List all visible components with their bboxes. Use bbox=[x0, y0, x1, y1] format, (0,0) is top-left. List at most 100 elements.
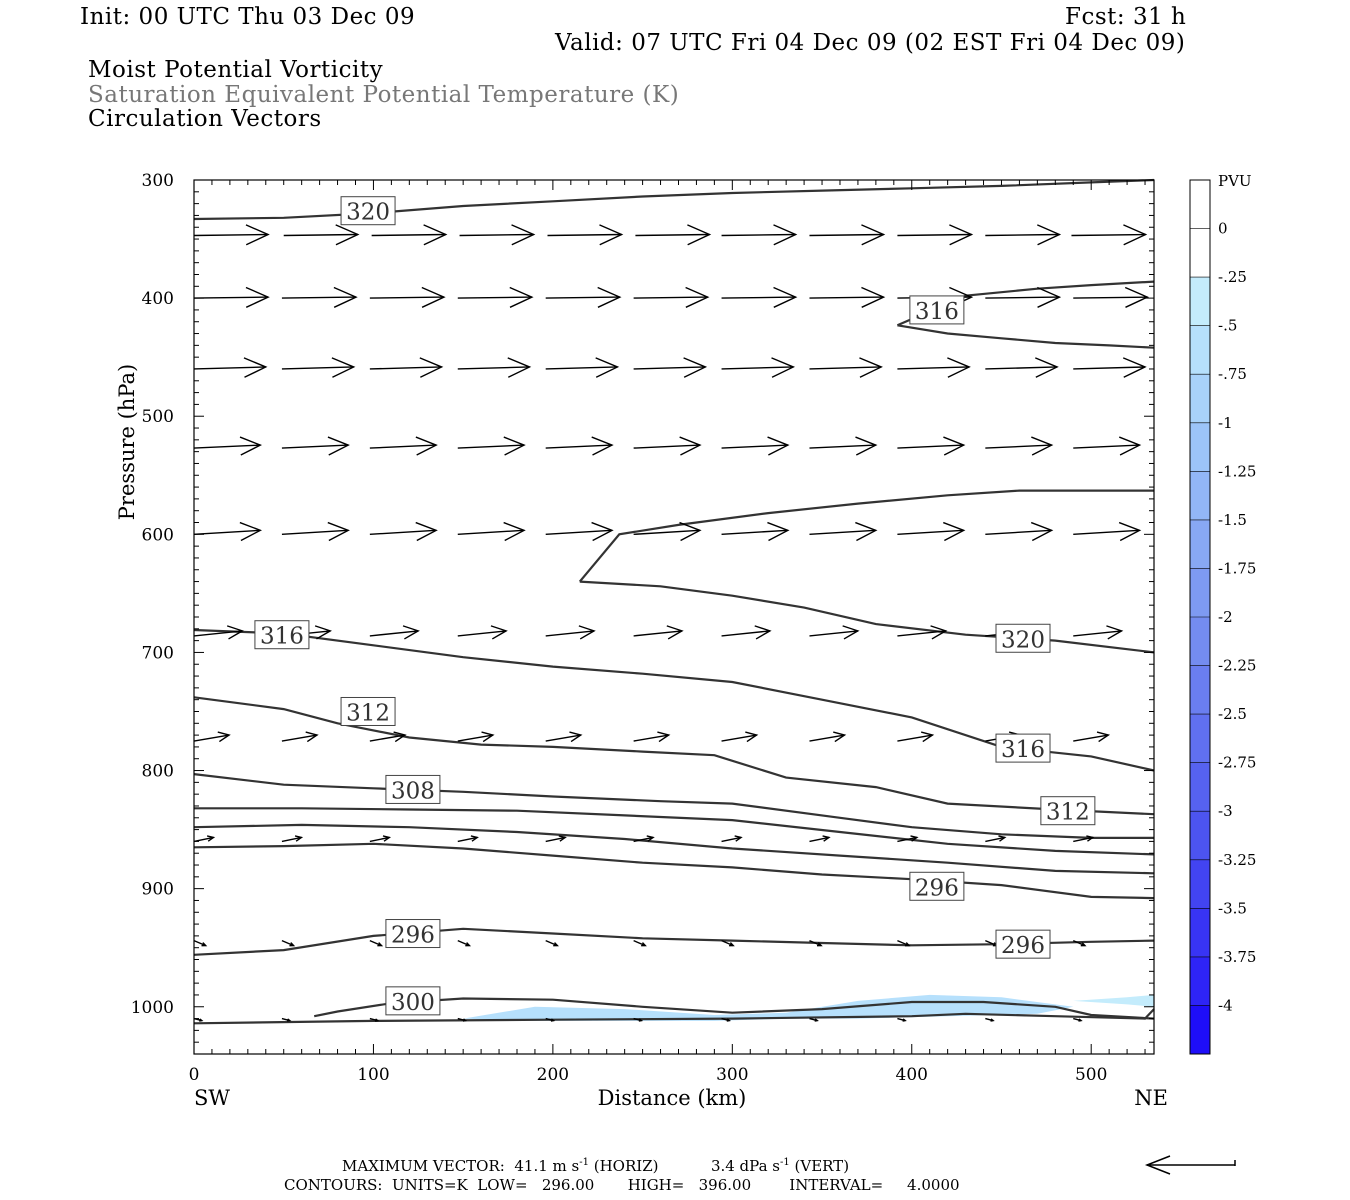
colorbar-label: -.75 bbox=[1218, 365, 1247, 383]
vector-arrow bbox=[985, 286, 1062, 308]
colorbar-swatch bbox=[1190, 908, 1210, 957]
colorbar-swatch bbox=[1190, 956, 1210, 1006]
contour-label-text: 296 bbox=[391, 923, 435, 949]
y-tick-label: 900 bbox=[142, 880, 174, 900]
y-axis-title: Pressure (hPa) bbox=[115, 364, 139, 520]
vector-arrow bbox=[985, 521, 1054, 542]
vector-arrow bbox=[897, 939, 911, 947]
contour-line-7 bbox=[193, 773, 1154, 840]
vector-arrow bbox=[459, 224, 536, 246]
vector-arrow bbox=[193, 286, 270, 308]
colorbar-label: -2 bbox=[1218, 608, 1233, 626]
vector-arrow bbox=[281, 436, 350, 456]
vector-arrow bbox=[809, 835, 831, 843]
vector-arrow bbox=[721, 436, 790, 456]
contour-label: 296 bbox=[909, 871, 965, 901]
colorbar-label: -3.5 bbox=[1218, 899, 1247, 917]
contour-line-13 bbox=[193, 1008, 1155, 1025]
vector-arrow bbox=[193, 731, 231, 743]
contour-label-text: 316 bbox=[1001, 737, 1045, 763]
colorbar-unit: PVU bbox=[1218, 172, 1252, 190]
vector-arrow bbox=[721, 1017, 732, 1022]
contour-line-8 bbox=[194, 807, 1155, 856]
contour-label: 300 bbox=[385, 986, 441, 1016]
y-tick-label: 700 bbox=[142, 643, 174, 663]
vector-arrow bbox=[1073, 436, 1142, 456]
field-title-pv: Moist Potential Vorticity bbox=[88, 57, 384, 83]
vector-arrow bbox=[545, 357, 620, 378]
contour-label: 296 bbox=[385, 919, 441, 949]
vector-arrow bbox=[809, 625, 860, 640]
colorbar-label: -1.5 bbox=[1218, 511, 1247, 529]
colorbar-swatch bbox=[1190, 568, 1210, 617]
vector-arrow bbox=[545, 436, 614, 456]
contour-info-text: CONTOURS: UNITS=K LOW= 296.00 HIGH= 396.… bbox=[284, 1176, 960, 1194]
vector-arrow bbox=[369, 1017, 380, 1022]
vector-arrow bbox=[633, 731, 671, 743]
pv-region-1 bbox=[1073, 994, 1154, 1007]
contour-label: 308 bbox=[385, 774, 441, 804]
vector-arrow bbox=[985, 224, 1062, 246]
vector-arrow bbox=[369, 939, 384, 947]
vector-arrow bbox=[985, 835, 1007, 843]
forecast-hour: Fcst: 31 h bbox=[1065, 4, 1187, 30]
vector-arrow bbox=[809, 357, 883, 378]
vector-arrow bbox=[809, 286, 886, 308]
vector-arrow bbox=[545, 731, 583, 743]
colorbar-label: -3.25 bbox=[1218, 851, 1256, 869]
vector-arrow bbox=[1071, 224, 1148, 246]
contour-label-text: 316 bbox=[260, 624, 304, 650]
x-tick-label: 100 bbox=[357, 1065, 389, 1085]
y-tick-label: 600 bbox=[142, 525, 174, 545]
vector-arrow bbox=[193, 521, 263, 542]
vector-arrow bbox=[1073, 286, 1150, 308]
colorbar-label: -4 bbox=[1218, 996, 1233, 1014]
vector-arrow bbox=[897, 357, 971, 378]
vector-arrow bbox=[457, 835, 479, 843]
colorbar-label: -2.5 bbox=[1218, 705, 1247, 723]
vector-arrow bbox=[809, 939, 823, 947]
vector-arrow bbox=[193, 939, 208, 947]
vector-arrow bbox=[371, 224, 448, 246]
vector-arrow bbox=[721, 731, 759, 743]
colorbar-swatch bbox=[1190, 277, 1210, 326]
x-tick-label: 400 bbox=[896, 1065, 928, 1085]
vector-arrow bbox=[809, 1017, 819, 1022]
field-title-theta: Saturation Equivalent Potential Temperat… bbox=[88, 82, 680, 108]
colorbar-label: -1.75 bbox=[1218, 559, 1256, 577]
colorbar-label: -1 bbox=[1218, 414, 1233, 432]
vector-arrow bbox=[1073, 835, 1095, 843]
vector-arrow bbox=[281, 357, 356, 378]
colorbar-label: -3 bbox=[1218, 802, 1233, 820]
colorbar-swatch bbox=[1190, 1005, 1210, 1054]
vector-arrow bbox=[457, 286, 534, 308]
vector-arrow bbox=[457, 939, 472, 947]
colorbar-swatch bbox=[1190, 859, 1210, 909]
vector-arrow bbox=[985, 1017, 995, 1022]
vector-arrow bbox=[281, 1017, 292, 1022]
colorbar-label: -.5 bbox=[1218, 317, 1237, 335]
vector-arrow bbox=[721, 224, 798, 246]
vector-arrow bbox=[457, 731, 495, 743]
vector-arrow bbox=[545, 521, 614, 542]
vector-arrow bbox=[547, 224, 624, 246]
colorbar-swatch bbox=[1190, 811, 1210, 860]
contour-label: 312 bbox=[340, 696, 396, 726]
contour-label-text: 312 bbox=[346, 700, 390, 726]
contour-label-text: 296 bbox=[915, 875, 959, 901]
contour-label: 312 bbox=[1040, 796, 1096, 826]
colorbar-label: -1.25 bbox=[1218, 462, 1256, 480]
contour-label: 316 bbox=[995, 733, 1051, 763]
contour-label-text: 296 bbox=[1001, 933, 1045, 959]
vector-arrow bbox=[1072, 939, 1087, 947]
vector-arrow bbox=[635, 224, 712, 246]
vector-arrow bbox=[897, 1017, 907, 1022]
field-title-vectors: Circulation Vectors bbox=[88, 106, 322, 132]
y-tick-label: 800 bbox=[142, 762, 174, 782]
vector-arrow bbox=[721, 625, 772, 640]
contour-label-text: 308 bbox=[391, 778, 435, 804]
colorbar-label: -2.75 bbox=[1218, 754, 1256, 772]
vector-arrow bbox=[633, 521, 702, 542]
valid-time: Valid: 07 UTC Fri 04 Dec 09 (02 EST Fri … bbox=[555, 30, 1186, 56]
